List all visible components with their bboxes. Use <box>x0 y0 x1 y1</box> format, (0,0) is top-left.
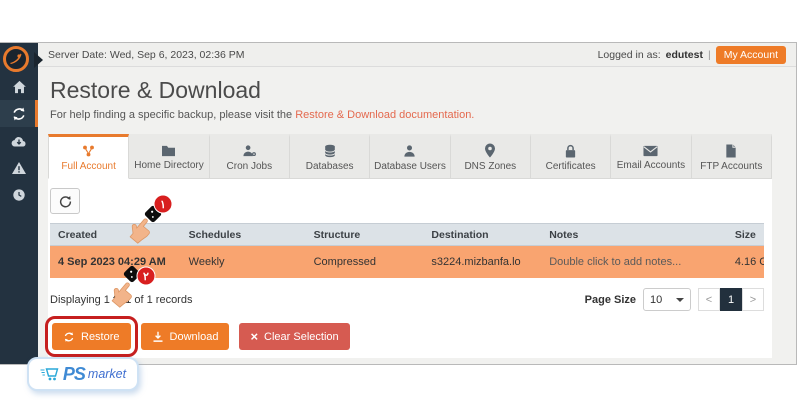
server-date: Server Date: Wed, Sep 6, 2023, 02:36 PM <box>48 48 245 61</box>
backup-type-tabs: Full Account Home Directory Cron Jobs <box>48 134 772 179</box>
jetbackup-logo-icon[interactable] <box>3 46 29 72</box>
username: edutest <box>665 48 703 61</box>
clear-selection-button[interactable]: × Clear Selection <box>239 323 350 350</box>
column-header-schedules[interactable]: Schedules <box>188 228 242 241</box>
sidebar-item-restore-download[interactable] <box>0 100 38 127</box>
page-size-select[interactable]: 10 <box>643 288 691 311</box>
brand-market: market <box>87 367 127 381</box>
column-header-size[interactable]: Size <box>734 228 756 241</box>
sidebar-item-downloads[interactable] <box>0 127 38 154</box>
sidebar-item-home[interactable] <box>0 73 38 100</box>
column-header-destination[interactable]: Destination <box>431 228 489 241</box>
tab-home-directory[interactable]: Home Directory <box>129 134 210 179</box>
help-text: For help finding a specific backup, plea… <box>50 109 475 121</box>
database-icon <box>324 144 335 157</box>
tab-databases[interactable]: Databases <box>289 134 371 179</box>
sidebar-item-alerts[interactable] <box>0 154 38 181</box>
documentation-link[interactable]: Restore & Download documentation. <box>295 109 475 121</box>
refresh-button[interactable] <box>50 188 80 214</box>
table-header-row: Created Schedules Structure Destination … <box>50 223 764 246</box>
user-icon <box>404 144 416 157</box>
refresh-icon <box>59 195 71 207</box>
map-pin-icon <box>485 143 496 158</box>
records-summary: Displaying 1 to 1 of 1 records <box>50 293 193 306</box>
chevron-down-icon <box>676 297 684 302</box>
user-gear-icon <box>243 144 256 156</box>
sitemap-icon <box>83 145 95 156</box>
folder-icon <box>162 145 176 157</box>
ps-market-logo: PS market <box>27 357 139 391</box>
brand-ps: PS <box>62 363 86 384</box>
tab-cron-jobs[interactable]: Cron Jobs <box>209 134 290 179</box>
current-page-button[interactable]: 1 <box>720 288 742 311</box>
cloud-download-icon <box>11 136 26 147</box>
app-window: Server Date: Wed, Sep 6, 2023, 02:36 PM … <box>0 42 797 365</box>
page-title: Restore & Download <box>50 77 261 103</box>
tab-dns-zones[interactable]: DNS Zones <box>450 134 531 179</box>
shopping-cart-icon <box>40 368 59 381</box>
tab-full-account[interactable]: Full Account <box>48 134 130 179</box>
page-size-value: 10 <box>650 293 663 306</box>
tab-database-users[interactable]: Database Users <box>370 134 451 179</box>
main-area: Server Date: Wed, Sep 6, 2023, 02:36 PM … <box>38 43 796 364</box>
download-button[interactable]: Download <box>140 323 230 350</box>
column-header-created[interactable]: Created <box>58 228 98 241</box>
restore-button[interactable]: Restore <box>45 316 138 357</box>
sidebar-item-queue[interactable] <box>0 181 38 208</box>
tab-ftp-accounts[interactable]: FTP Accounts <box>691 134 772 179</box>
pagination-controls: Page Size 10 < 1 > <box>585 288 764 311</box>
logged-in-status: Logged in as: edutest | My Account <box>597 45 786 64</box>
action-buttons: Restore Download × Clear Selection <box>45 316 764 357</box>
prev-page-button[interactable]: < <box>698 288 720 311</box>
column-header-notes[interactable]: Notes <box>549 228 579 241</box>
table-footer: Displaying 1 to 1 of 1 records Page Size… <box>50 288 764 311</box>
sidebar-nav <box>0 73 38 208</box>
tab-panel: Created Schedules Structure Destination … <box>45 179 772 358</box>
sidebar <box>0 43 43 364</box>
lock-icon <box>565 144 576 157</box>
page-size-label: Page Size <box>584 293 636 306</box>
clock-icon <box>13 188 25 201</box>
logo-arrow-icon <box>34 52 43 68</box>
backups-table: Created Schedules Structure Destination … <box>50 223 764 278</box>
tab-certificates[interactable]: Certificates <box>530 134 612 179</box>
pager: < 1 > <box>698 288 764 311</box>
table-row-selected[interactable]: 4 Sep 2023 04:29 AM Weekly Compressed s3… <box>50 246 764 278</box>
destination-cell: s3224.mizbanfa.lo <box>431 256 521 268</box>
page-content: Restore & Download For help finding a sp… <box>38 67 796 364</box>
separator: | <box>707 48 711 61</box>
logged-in-label: Logged in as: <box>597 48 661 61</box>
topbar: Server Date: Wed, Sep 6, 2023, 02:36 PM … <box>38 43 796 67</box>
structure-cell: Compressed <box>313 256 376 268</box>
warning-icon <box>12 161 26 174</box>
column-header-structure[interactable]: Structure <box>313 228 361 241</box>
x-icon: × <box>250 329 259 344</box>
created-cell: 4 Sep 2023 04:29 AM <box>58 256 166 268</box>
tab-email-accounts[interactable]: Email Accounts <box>611 134 692 179</box>
schedules-cell: Weekly <box>188 256 225 268</box>
home-icon <box>12 80 26 93</box>
rocket-icon <box>10 53 22 64</box>
sync-icon <box>13 107 25 120</box>
file-icon <box>726 143 736 158</box>
next-page-button[interactable]: > <box>742 288 764 311</box>
envelope-icon <box>643 145 658 156</box>
size-cell: 4.16 GB <box>734 256 764 268</box>
download-icon <box>153 331 163 342</box>
my-account-button[interactable]: My Account <box>715 45 786 64</box>
notes-cell[interactable]: Double click to add notes... <box>549 256 682 268</box>
restore-sync-icon <box>64 331 74 342</box>
